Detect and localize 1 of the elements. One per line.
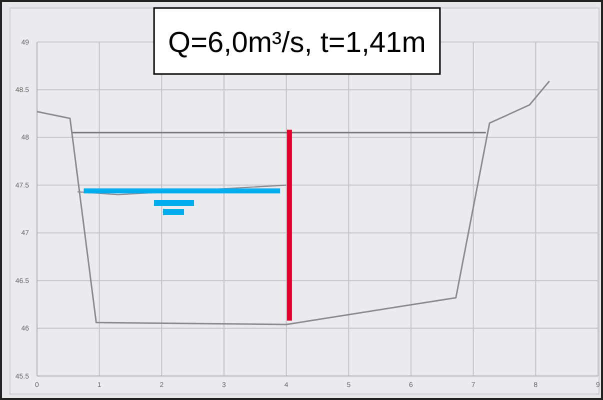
chart-title: Q=6,0m³/s, t=1,41m — [168, 27, 426, 59]
